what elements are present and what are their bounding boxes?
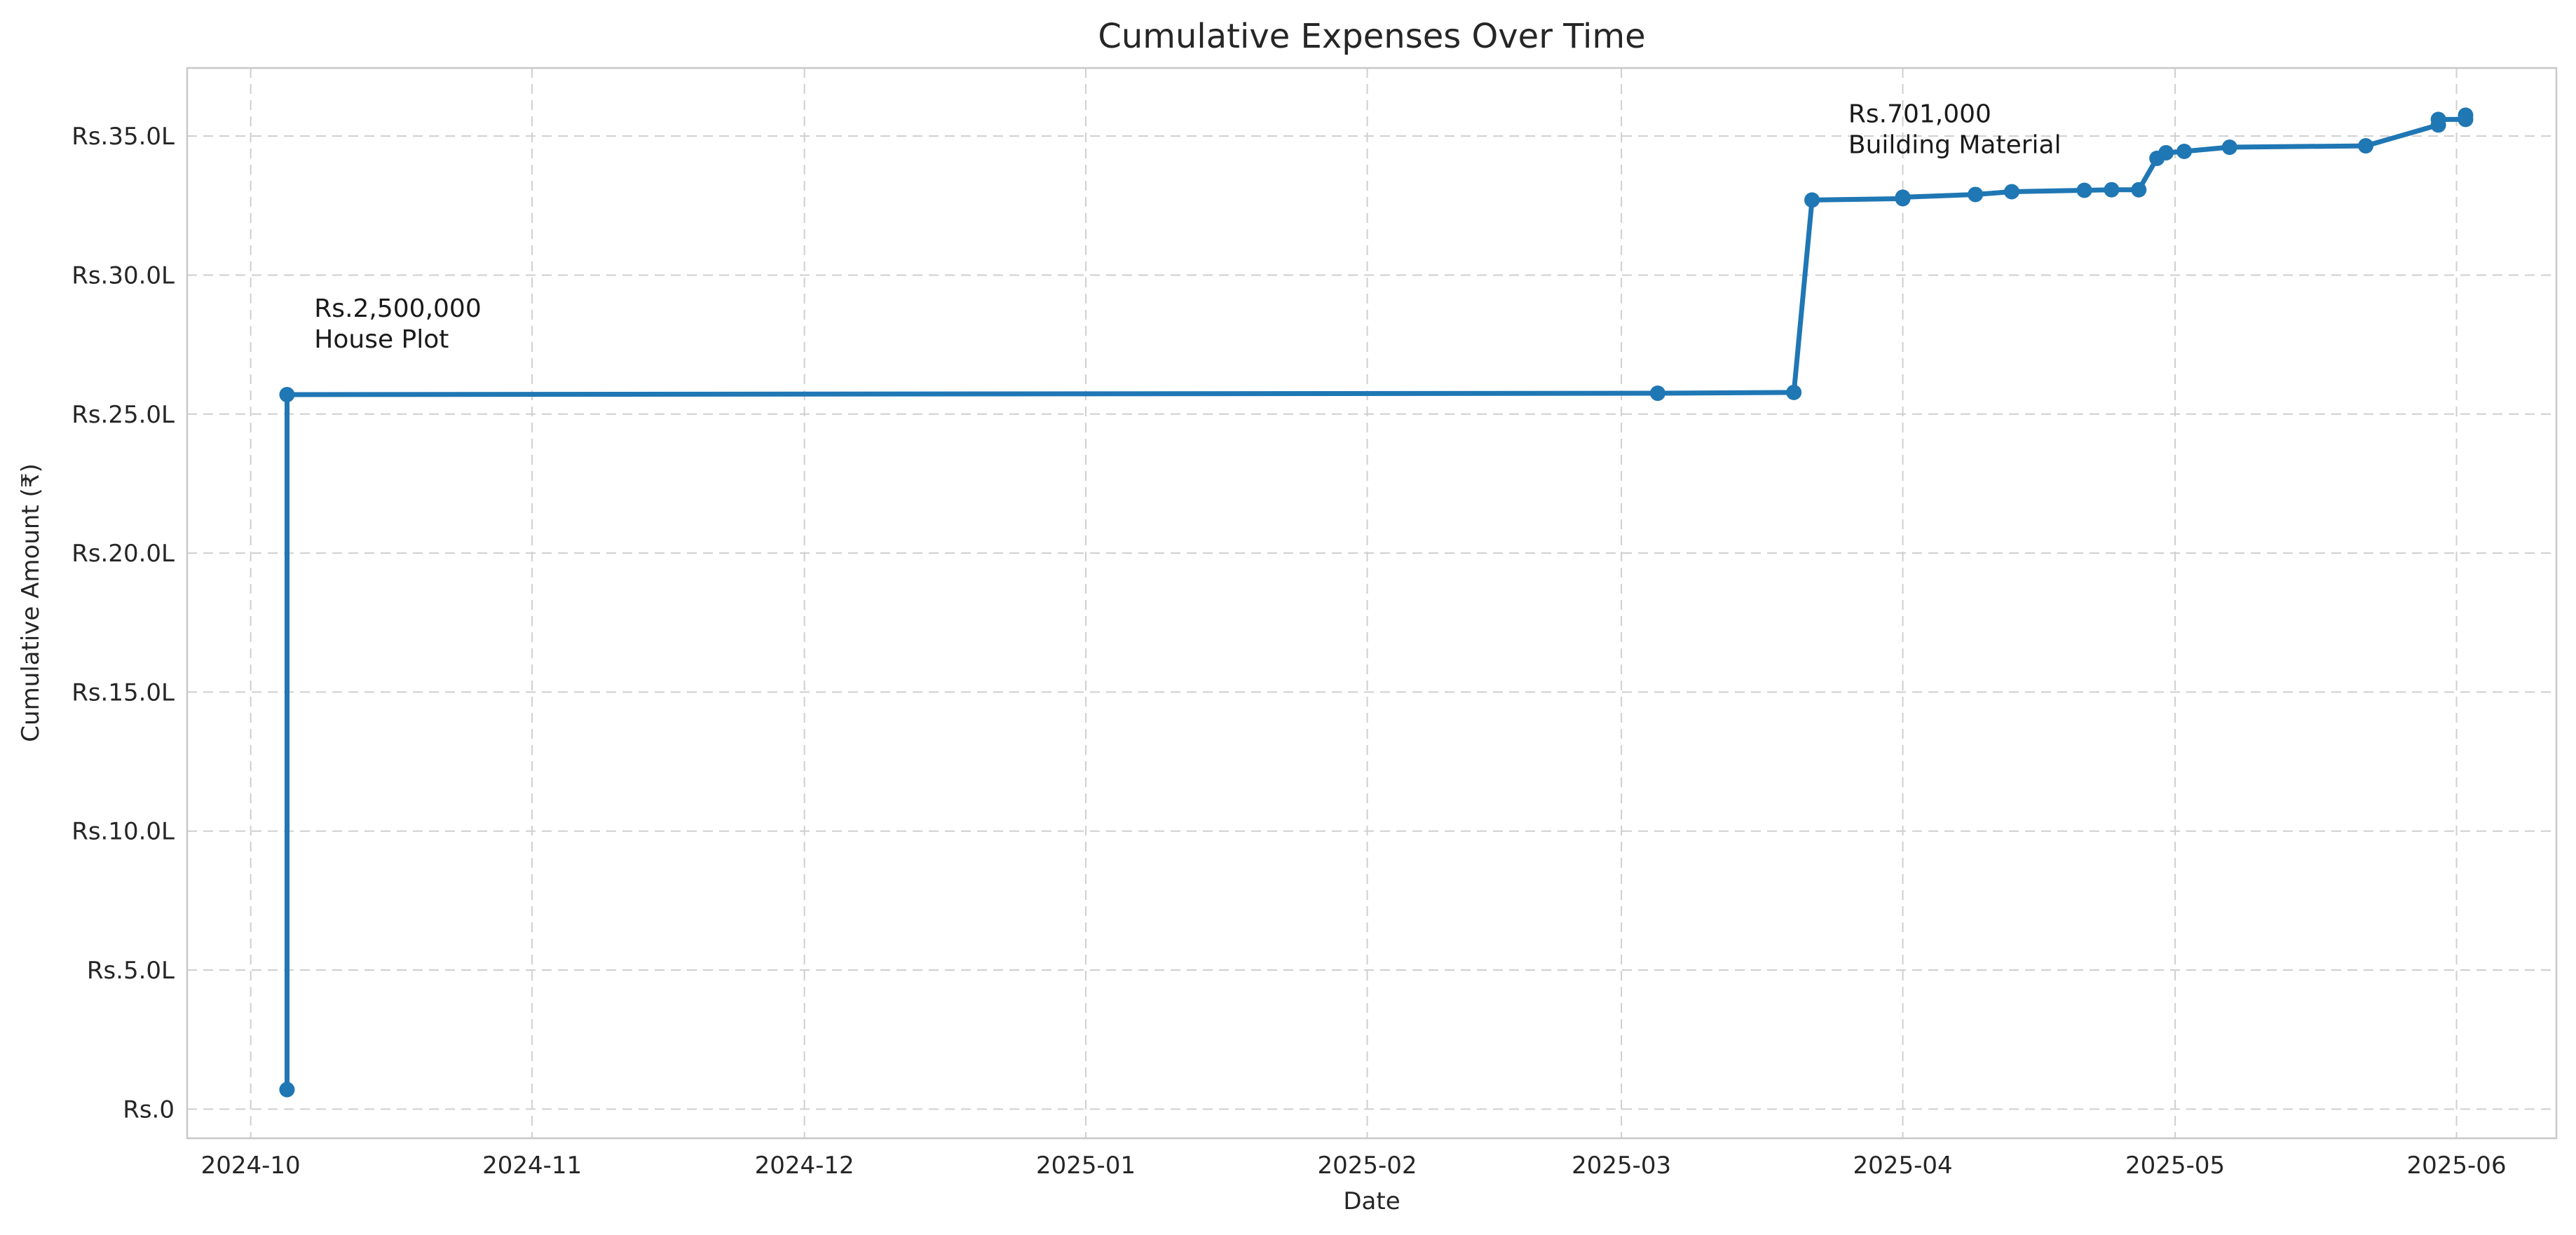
x-tick-label: 2025-06 <box>2407 1152 2507 1180</box>
data-point <box>279 1082 295 1098</box>
x-axis-title: Date <box>1343 1187 1400 1215</box>
annotation: Rs.2,500,000 House Plot <box>314 294 481 354</box>
annotation: Rs.701,000 Building Material <box>1848 100 2062 159</box>
data-point <box>1649 385 1665 402</box>
y-tick-label: Rs.5.0L <box>87 957 175 985</box>
grid <box>187 68 2556 1138</box>
y-tick-label: Rs.15.0L <box>71 678 175 707</box>
data-point <box>2003 184 2019 200</box>
data-point <box>2104 182 2120 198</box>
data-point <box>2176 143 2193 159</box>
annotation-line: House Plot <box>314 325 449 354</box>
y-tick-label: Rs.20.0L <box>71 540 175 568</box>
y-tick-label: Rs.25.0L <box>71 401 175 429</box>
chart-title: Cumulative Expenses Over Time <box>1098 17 1645 56</box>
x-tick-label: 2025-01 <box>1036 1152 1136 1180</box>
data-point <box>1804 192 1820 208</box>
x-tick-label: 2025-02 <box>1317 1152 1417 1180</box>
data-point <box>2131 182 2147 198</box>
y-tick-label: Rs.0 <box>123 1096 175 1124</box>
x-tick-label: 2024-10 <box>201 1152 301 1180</box>
y-tick-label: Rs.30.0L <box>71 261 175 289</box>
x-tick-label: 2025-03 <box>1572 1152 1671 1180</box>
x-tick-label: 2024-11 <box>482 1152 582 1180</box>
annotations: Rs.2,500,000 House Plot Rs.701,000 Building… <box>314 100 2061 354</box>
tick-labels: 2024-10 2024-11 2024-12 2025-01 2025-02 2025-… <box>71 123 2506 1180</box>
x-tick-label: 2025-05 <box>2125 1152 2225 1180</box>
data-point <box>1786 384 1802 400</box>
annotation-line: Building Material <box>1848 130 2062 159</box>
data-point <box>1968 186 1984 203</box>
y-tick-label: Rs.35.0L <box>71 123 175 151</box>
data-point <box>2076 182 2092 198</box>
data-point <box>279 387 295 403</box>
data-point <box>2458 107 2474 123</box>
data-point <box>2221 139 2237 156</box>
annotation-line: Rs.701,000 <box>1848 100 1991 128</box>
data-point <box>2430 111 2446 128</box>
data-point <box>1895 189 1911 205</box>
x-tick-label: 2025-04 <box>1853 1152 1953 1180</box>
data-point <box>2158 144 2174 161</box>
plot-frame <box>186 67 2558 1140</box>
data-point <box>2358 138 2374 154</box>
y-axis-title: Cumulative Amount (₹) <box>17 463 45 742</box>
y-tick-label: Rs.10.0L <box>71 818 175 846</box>
x-tick-label: 2024-12 <box>755 1152 854 1180</box>
annotation-line: Rs.2,500,000 <box>314 294 481 323</box>
series-line <box>285 115 2468 1090</box>
series <box>279 107 2474 1098</box>
